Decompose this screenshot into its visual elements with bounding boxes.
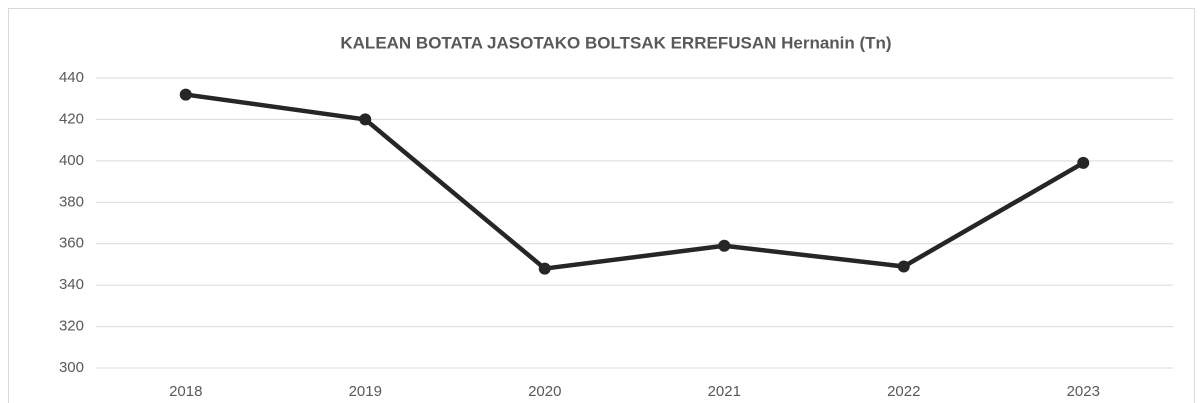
x-tick-label: 2023	[1067, 383, 1100, 400]
data-line	[185, 92, 1085, 271]
chart-frame	[8, 8, 1195, 403]
y-tick-label: 420	[59, 110, 84, 127]
y-tick-label: 360	[59, 235, 84, 252]
data-point	[718, 239, 731, 252]
x-tick-label: 2022	[887, 383, 920, 400]
data-point	[538, 262, 551, 275]
x-tick-label: 2021	[708, 383, 741, 400]
x-tick-label: 2019	[349, 383, 382, 400]
chart-title: KALEAN BOTATA JASOTAKO BOLTSAK ERREFUSAN…	[340, 33, 891, 52]
data-point	[179, 88, 192, 101]
y-tick-label: 340	[59, 276, 84, 293]
y-tick-label: 440	[59, 69, 84, 86]
y-tick-label: 320	[59, 318, 84, 335]
data-point	[1077, 156, 1090, 169]
data-point	[359, 113, 372, 126]
x-tick-label: 2020	[528, 383, 561, 400]
y-tick-label: 400	[59, 152, 84, 169]
data-point	[897, 260, 910, 273]
y-tick-label: 380	[59, 193, 84, 210]
x-tick-label: 2018	[169, 383, 202, 400]
y-tick-label: 300	[59, 359, 84, 376]
